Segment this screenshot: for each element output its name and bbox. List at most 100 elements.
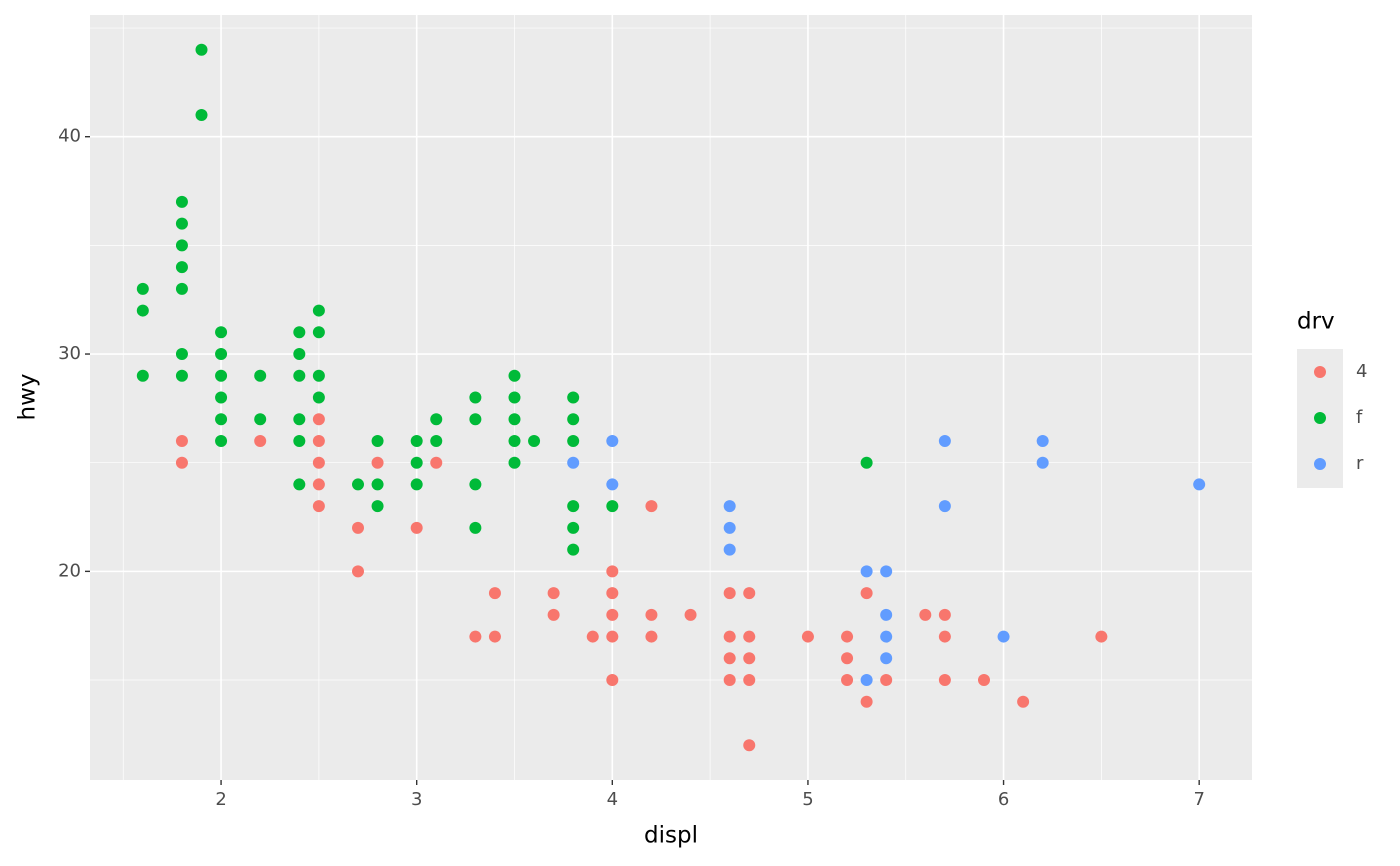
point: [175, 434, 188, 447]
point: [743, 739, 756, 752]
point: [312, 478, 325, 491]
point: [430, 413, 443, 426]
point: [567, 521, 580, 534]
point: [606, 500, 619, 513]
point: [684, 608, 697, 621]
point: [723, 630, 736, 643]
point: [801, 630, 814, 643]
point: [371, 500, 384, 513]
x-tick-label: 3: [411, 789, 422, 810]
point: [469, 478, 482, 491]
point: [723, 543, 736, 556]
point: [606, 587, 619, 600]
point: [371, 456, 384, 469]
point: [312, 304, 325, 317]
x-tick-label: 4: [607, 789, 618, 810]
point: [312, 369, 325, 382]
point: [606, 434, 619, 447]
point: [410, 521, 423, 534]
point: [606, 630, 619, 643]
point: [175, 217, 188, 230]
point: [254, 434, 267, 447]
point: [723, 500, 736, 513]
point: [410, 434, 423, 447]
point: [1036, 456, 1049, 469]
point: [488, 587, 501, 600]
point: [136, 369, 149, 382]
point: [469, 413, 482, 426]
x-tick-label: 6: [998, 789, 1009, 810]
point: [645, 500, 658, 513]
point: [547, 587, 560, 600]
point: [410, 456, 423, 469]
point: [938, 674, 951, 687]
point: [254, 413, 267, 426]
x-tick-label: 7: [1193, 789, 1204, 810]
point: [743, 652, 756, 665]
legend-key: [1314, 366, 1326, 378]
point: [723, 587, 736, 600]
point: [528, 434, 541, 447]
point: [860, 456, 873, 469]
point: [430, 456, 443, 469]
point: [488, 630, 501, 643]
point: [743, 587, 756, 600]
point: [1036, 434, 1049, 447]
point: [606, 565, 619, 578]
point: [136, 282, 149, 295]
point: [469, 521, 482, 534]
panel: [90, 15, 1252, 780]
point: [215, 413, 228, 426]
point: [841, 674, 854, 687]
point: [293, 369, 306, 382]
point: [567, 500, 580, 513]
point: [567, 391, 580, 404]
point: [645, 630, 658, 643]
point: [312, 413, 325, 426]
point: [841, 630, 854, 643]
point: [841, 652, 854, 665]
point: [175, 369, 188, 382]
point: [938, 434, 951, 447]
point: [860, 565, 873, 578]
point: [312, 326, 325, 339]
point: [175, 348, 188, 361]
x-tick-label: 5: [802, 789, 813, 810]
point: [469, 391, 482, 404]
y-axis-title: hwy: [15, 374, 41, 421]
point: [215, 348, 228, 361]
point: [508, 391, 521, 404]
point: [352, 565, 365, 578]
point: [743, 674, 756, 687]
legend-label: r: [1356, 453, 1364, 474]
legend-key: [1314, 412, 1326, 424]
point: [175, 456, 188, 469]
grid: [90, 15, 1252, 780]
point: [136, 304, 149, 317]
point: [880, 674, 893, 687]
point: [469, 630, 482, 643]
point: [567, 434, 580, 447]
point: [508, 456, 521, 469]
point: [1095, 630, 1108, 643]
point: [175, 261, 188, 274]
point: [567, 413, 580, 426]
point: [215, 391, 228, 404]
point: [723, 521, 736, 534]
legend-label: f: [1356, 407, 1363, 428]
point: [195, 43, 208, 56]
point: [586, 630, 599, 643]
point: [215, 434, 228, 447]
point: [175, 239, 188, 252]
point: [195, 108, 208, 121]
point: [508, 413, 521, 426]
point: [293, 348, 306, 361]
point: [293, 413, 306, 426]
point: [743, 630, 756, 643]
point: [312, 456, 325, 469]
point: [175, 282, 188, 295]
point: [215, 326, 228, 339]
x-tick-label: 2: [215, 789, 226, 810]
legend-key: [1314, 458, 1326, 470]
